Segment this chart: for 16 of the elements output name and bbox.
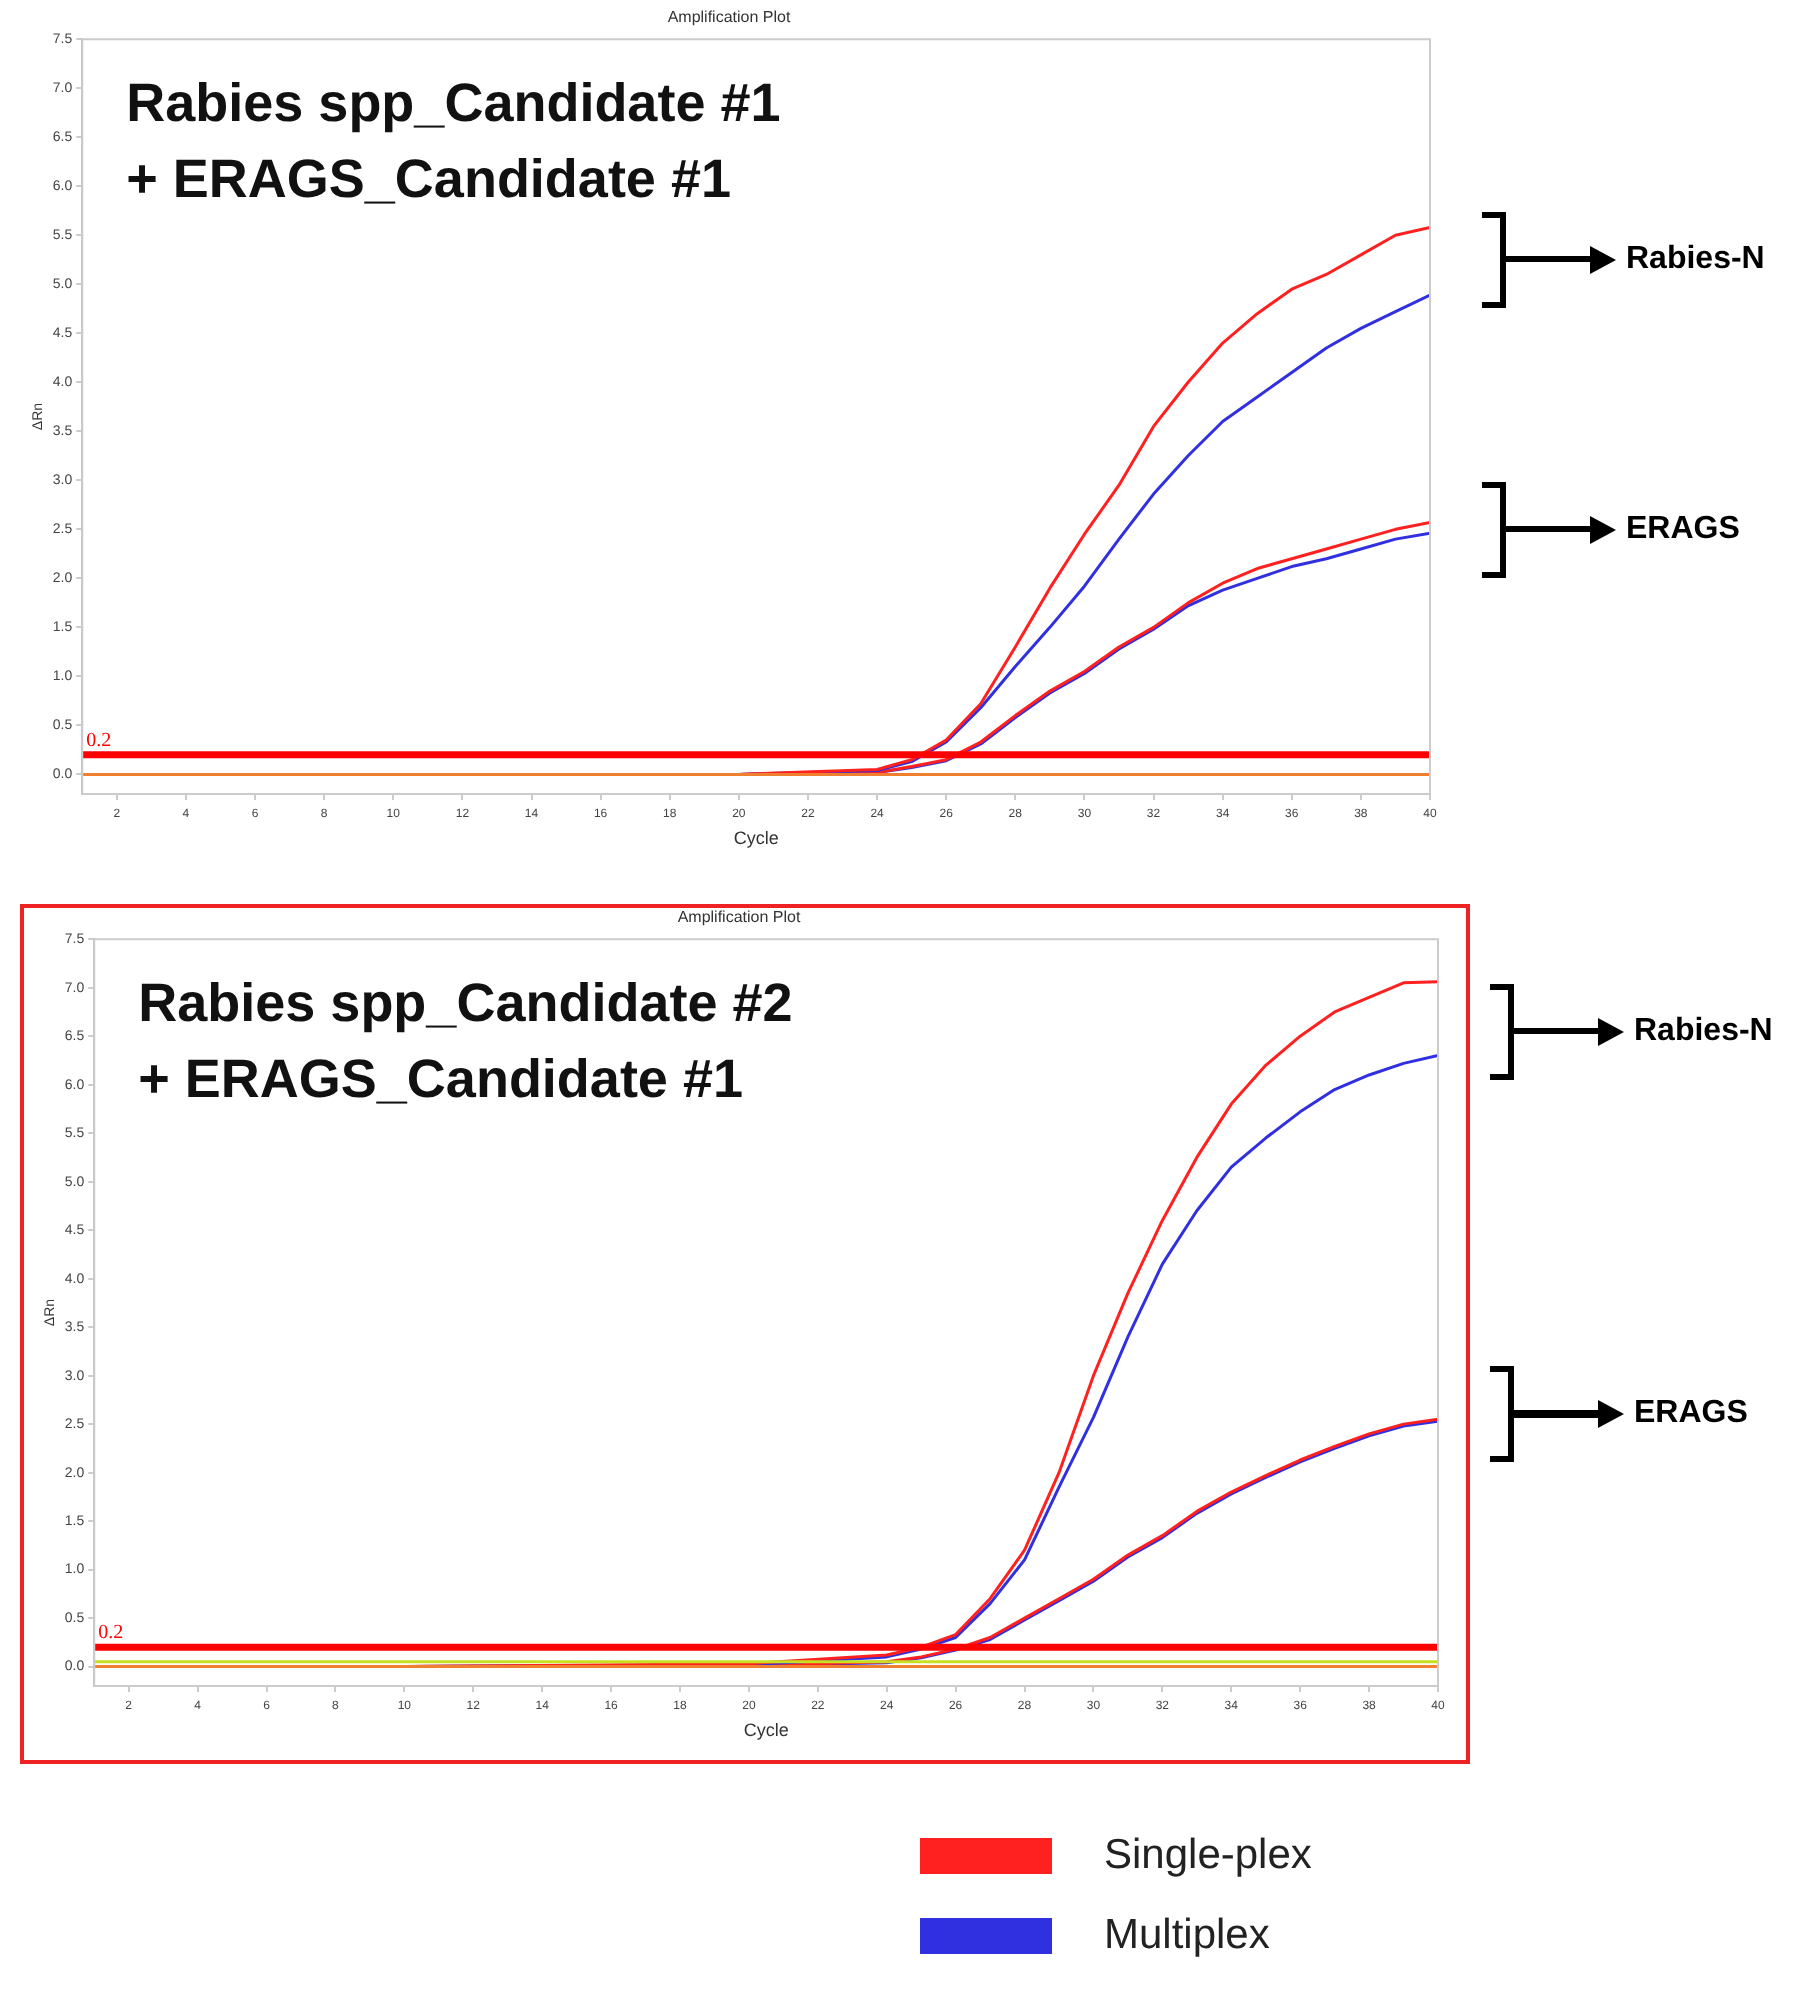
text: ERAGS [1634, 1394, 1748, 1435]
legend-label: Single-plex [1104, 1832, 1312, 1880]
text: Rabies-N [1634, 1011, 1773, 1052]
annotation: + ERAGS_Candidate #1 [126, 149, 731, 210]
annotation: Rabies spp_Candidate #2 [138, 973, 793, 1034]
x-axis-title: Cycle [743, 1720, 789, 1741]
text: Rabies-N [1626, 239, 1765, 280]
ref-line-label: 0.2 [86, 730, 112, 753]
x-axis-title: Cycle [733, 828, 779, 849]
annotation: Rabies spp_Candidate #1 [126, 73, 781, 134]
annotation: + ERAGS_Candidate #1 [138, 1049, 743, 1110]
chart-title: Amplification Plot [667, 8, 792, 27]
legend-label: Multiplex [1104, 1912, 1270, 1960]
text: ERAGS [1626, 509, 1740, 550]
ref-line-label: 0.2 [98, 1622, 124, 1645]
chart-title: Amplification Plot [677, 908, 802, 927]
